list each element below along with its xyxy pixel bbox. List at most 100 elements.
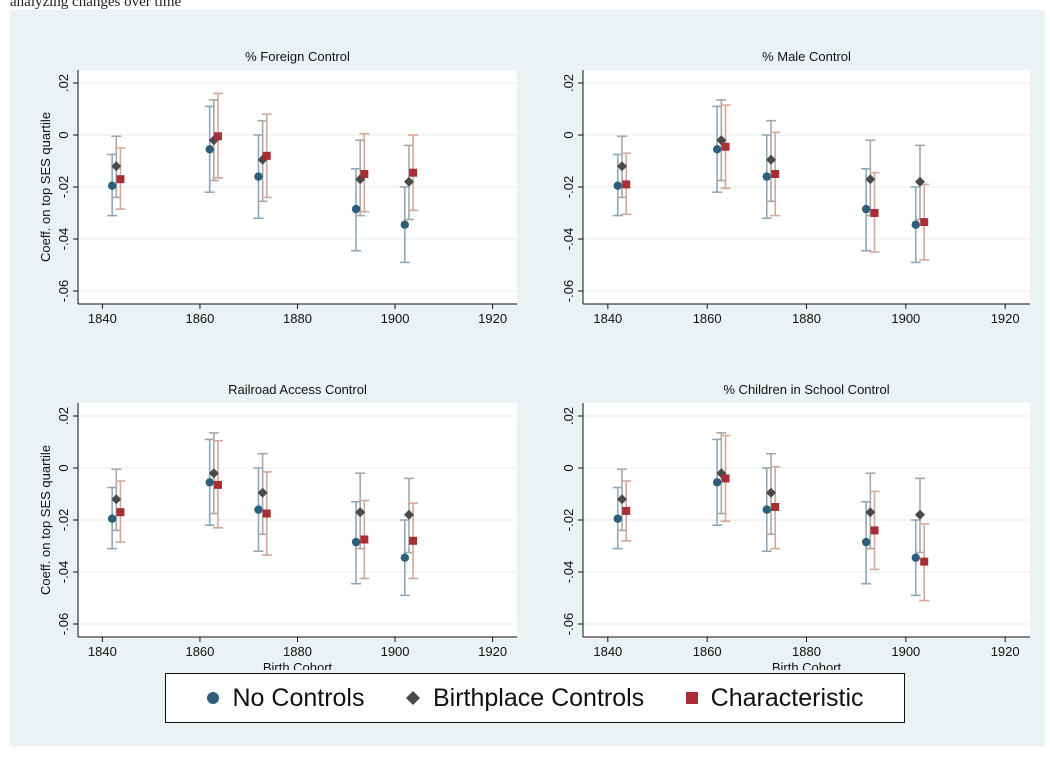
y-tick-label: 0 [56,464,71,471]
x-axis-label: Birth Cohort [772,660,842,670]
y-tick-label: 0 [561,131,576,138]
panel-title: Railroad Access Control [228,382,367,397]
point-birthplace-controls [111,494,122,505]
y-tick-label: -.02 [56,176,71,198]
x-tick-label: 1840 [88,644,117,659]
legend-entry-birthplace-controls: Birthplace Controls [405,684,644,713]
y-tick-label: .02 [561,74,576,92]
x-tick-label: 1900 [381,311,410,326]
point-characteristic [262,509,271,518]
point-birthplace-controls [865,174,876,185]
y-tick-label: -.04 [561,561,576,583]
point-no-controls [911,553,920,562]
point-characteristic [116,175,125,184]
point-birthplace-controls [403,176,414,187]
x-tick-label: 1860 [185,644,214,659]
y-tick-label: 0 [561,464,576,471]
x-tick-label: 1920 [478,644,507,659]
point-birthplace-controls [403,509,414,520]
x-tick-label: 1860 [693,644,722,659]
y-tick-label: -.02 [56,509,71,531]
point-characteristic [360,170,369,178]
point-characteristic [870,209,879,217]
point-characteristic [721,142,730,151]
x-tick-label: 1900 [891,644,920,659]
x-tick-label: 1880 [283,644,312,659]
y-tick-label: 0 [56,131,71,138]
point-no-controls [351,537,361,547]
point-characteristic [771,170,780,178]
legend: No Controls Birthplace Controls Characte… [165,673,905,723]
point-characteristic [116,508,125,517]
point-characteristic [622,180,631,189]
y-axis-label: Coeff. on top SES quartile [38,445,53,595]
point-no-controls [254,505,263,514]
point-birthplace-controls [765,154,776,165]
point-characteristic [870,526,879,535]
x-tick-label: 1920 [991,644,1020,659]
panel-title: % Children in School Control [723,382,889,397]
point-birthplace-controls [257,154,268,165]
point-no-controls [861,537,871,547]
point-birthplace-controls [208,468,219,479]
y-axis-label: Coeff. on top SES quartile [38,112,53,262]
legend-label-characteristic: Characteristic [710,683,864,712]
x-tick-label: 1840 [593,644,622,659]
point-characteristic [409,168,418,177]
point-characteristic [262,151,271,160]
chart-svg: .02 0 -.02 -.04 -.06 1840 1860 1880 1900 1920 % Fo… [38,49,1030,675]
point-characteristic [920,557,929,566]
x-tick-label: 1860 [185,311,214,326]
chart-area: .02 0 -.02 -.04 -.06 1840 1860 1880 1900 1920 % Fo… [10,10,1045,746]
y-tick-label: .02 [56,407,71,425]
x-tick-label: 1840 [88,311,117,326]
point-birthplace-controls [355,507,366,518]
x-tick-label: 1900 [891,311,920,326]
point-no-controls [400,553,410,562]
y-tick-label: .02 [56,74,71,92]
x-tick-label: 1840 [593,311,622,326]
point-characteristic [213,132,222,141]
point-characteristic [771,503,780,511]
y-tick-label: -.06 [56,280,71,302]
point-no-controls [712,478,722,487]
point-characteristic [360,535,369,544]
point-birthplace-controls [257,487,268,498]
legend-entry-no-controls: No Controls [206,684,364,713]
point-characteristic [721,474,730,483]
x-tick-label: 1880 [792,311,821,326]
panel-3: .02 0 -.02 -.04 -.06 1840 1860 1880 1900 1920 Rail… [38,382,517,675]
y-tick-label: -.04 [56,228,71,250]
point-birthplace-controls [111,161,122,172]
y-tick-label: -.06 [561,280,576,302]
point-no-controls [107,514,117,523]
point-no-controls [861,204,871,214]
point-no-controls [762,172,771,181]
x-tick-label: 1920 [478,311,507,326]
y-tick-label: .02 [561,407,576,425]
point-no-controls [613,514,622,523]
point-no-controls [400,220,410,229]
legend-diamond-marker [405,691,420,705]
point-no-controls [613,181,622,190]
y-tick-label: -.04 [561,228,576,250]
y-tick-label: -.02 [561,509,576,531]
point-characteristic [213,480,222,489]
point-birthplace-controls [765,487,776,498]
panel-title: % Male Control [762,49,851,64]
x-tick-label: 1920 [991,311,1020,326]
x-tick-label: 1860 [693,311,722,326]
panel-4: .02 0 -.02 -.04 -.06 1840 1860 1880 1900 1920 % Ch… [561,382,1030,675]
point-no-controls [205,145,214,154]
point-characteristic [409,536,418,545]
point-no-controls [205,478,214,487]
x-tick-label: 1900 [381,644,410,659]
point-birthplace-controls [616,161,627,172]
point-characteristic [920,218,929,227]
point-birthplace-controls [914,176,925,187]
legend-label-birthplace-controls: Birthplace Controls [432,683,645,712]
legend-circle-marker [207,692,220,704]
point-no-controls [762,505,771,514]
panel-title: % Foreign Control [245,49,350,64]
